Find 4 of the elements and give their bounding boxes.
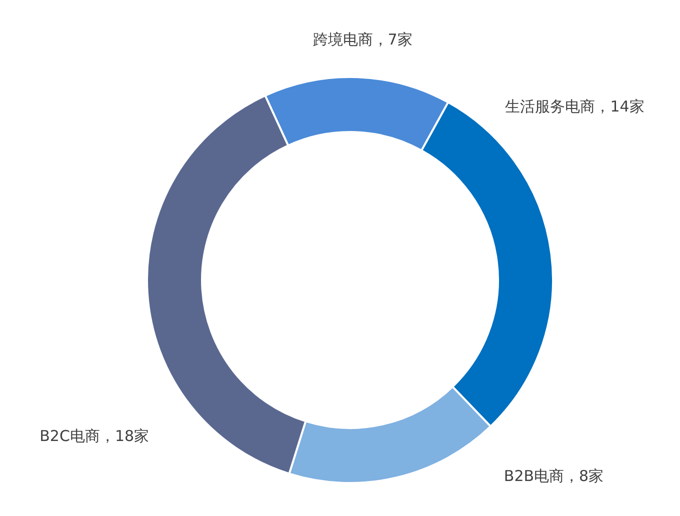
slice-label: B2C电商，18家 (40, 427, 150, 446)
slice-label: B2B电商，8家 (504, 467, 604, 486)
slice-label: 生活服务电商，14家 (505, 98, 644, 116)
slice-label: 跨境电商，7家 (312, 30, 412, 48)
